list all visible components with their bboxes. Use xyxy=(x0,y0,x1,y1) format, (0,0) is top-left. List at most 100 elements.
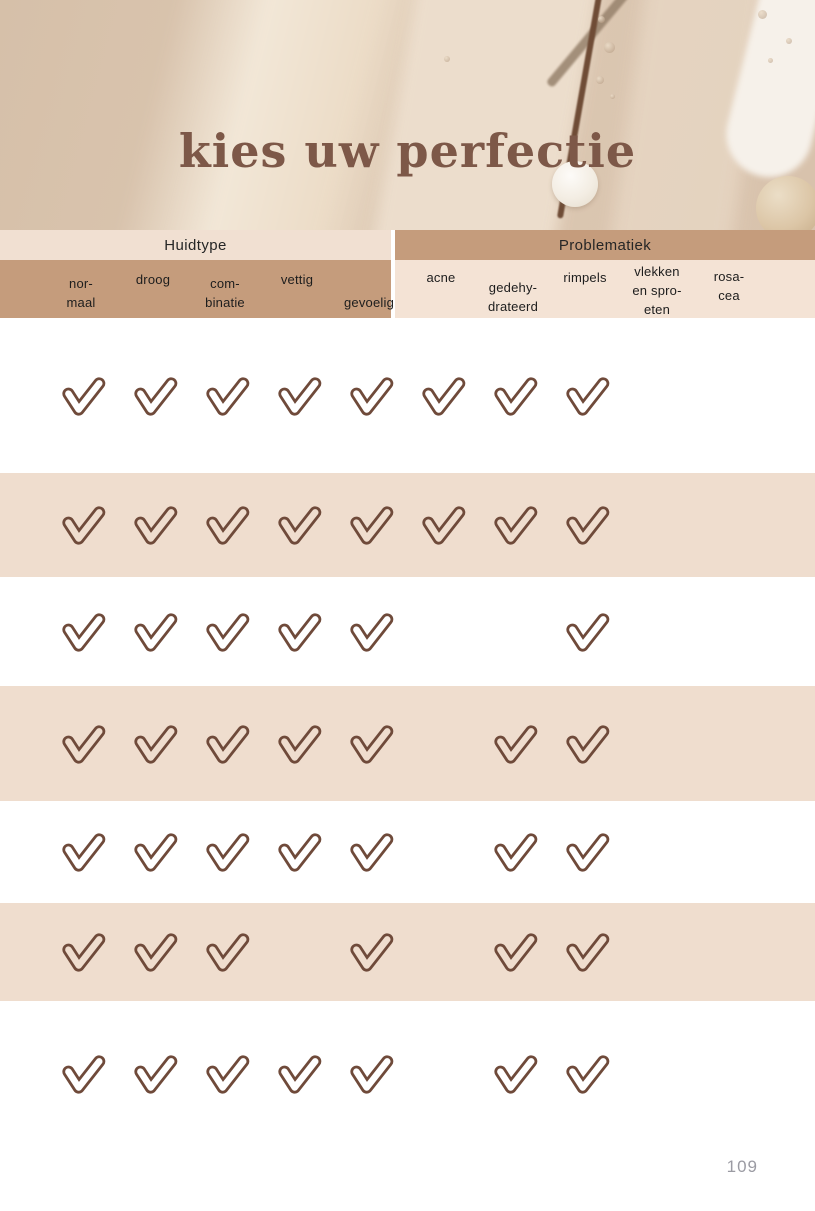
cell-row4-droog xyxy=(117,723,189,765)
cell-row3-gevoelig xyxy=(333,611,405,653)
cell-row7-vettig xyxy=(261,1053,333,1095)
bubble-icon xyxy=(768,58,773,63)
cell-row1-droog xyxy=(117,375,189,417)
cell-row7-droog xyxy=(117,1053,189,1095)
check-icon xyxy=(565,724,609,764)
cell-row1-rimpels xyxy=(549,375,621,417)
cell-row5-combinatie xyxy=(189,831,261,873)
cell-row2-vettig xyxy=(261,504,333,546)
check-icon xyxy=(205,506,249,545)
check-icon xyxy=(61,376,105,416)
cell-row1-gevoelig xyxy=(333,375,405,417)
cell-row6-rimpels xyxy=(549,931,621,973)
group-header-huidtype: Huidtype xyxy=(0,230,391,260)
check-icon xyxy=(493,1055,537,1094)
cell-row4-gedehydrateerd xyxy=(477,723,549,765)
check-icon xyxy=(349,506,393,545)
cell-row7-rimpels xyxy=(549,1053,621,1095)
cell-row5-droog xyxy=(117,831,189,873)
check-icon xyxy=(205,376,249,416)
cell-row1-acne xyxy=(405,375,477,417)
bubble-icon xyxy=(598,16,605,23)
cell-row7-gedehydrateerd xyxy=(477,1053,549,1095)
check-icon xyxy=(61,933,105,972)
bubble-icon xyxy=(786,38,792,44)
check-icon xyxy=(421,506,465,545)
cell-row5-vettig xyxy=(261,831,333,873)
check-icon xyxy=(205,724,249,764)
column-header-combinatie: com- binatie xyxy=(205,276,245,310)
cell-row6-normaal xyxy=(45,931,117,973)
column-header-droog: droog xyxy=(135,272,171,287)
product-row-3 xyxy=(0,577,815,686)
check-icon xyxy=(61,724,105,764)
product-row-5 xyxy=(0,801,815,903)
cell-row2-gevoelig xyxy=(333,504,405,546)
cell-row4-rimpels xyxy=(549,723,621,765)
cell-row1-gedehydrateerd xyxy=(477,375,549,417)
cell-row1-normaal xyxy=(45,375,117,417)
check-icon xyxy=(133,1055,177,1094)
column-headers: nor- maal droog com- binatie vettig gevoelig… xyxy=(45,260,765,318)
column-header-rosacea: rosa- cea xyxy=(713,269,745,303)
check-icon xyxy=(61,833,105,872)
cell-row6-combinatie xyxy=(189,931,261,973)
check-icon xyxy=(421,376,465,416)
cell-row2-rimpels xyxy=(549,504,621,546)
cell-row6-gevoelig xyxy=(333,931,405,973)
check-icon xyxy=(349,933,393,972)
check-icon xyxy=(565,376,609,416)
check-icon xyxy=(565,833,609,872)
cell-row7-normaal xyxy=(45,1053,117,1095)
product-row-2 xyxy=(0,473,815,577)
column-header-vettig: vettig xyxy=(280,272,314,287)
product-row-7 xyxy=(0,1001,815,1211)
check-icon xyxy=(349,833,393,872)
column-header-bg-left xyxy=(0,260,391,318)
cell-row3-vettig xyxy=(261,611,333,653)
bubble-icon xyxy=(604,42,615,53)
column-header-vlekken-en-sproeten: vlekken en spro- eten xyxy=(632,264,682,317)
column-header-acne: acne xyxy=(426,270,456,285)
column-header-normaal: nor- maal xyxy=(66,276,96,310)
bubble-icon xyxy=(596,76,604,84)
check-icon xyxy=(61,506,105,545)
bubble-icon xyxy=(758,10,767,19)
cell-row6-gedehydrateerd xyxy=(477,931,549,973)
check-icon xyxy=(205,933,249,972)
cell-row2-droog xyxy=(117,504,189,546)
column-header-rimpels: rimpels xyxy=(563,270,607,285)
check-icon xyxy=(133,724,177,764)
cell-row2-combinatie xyxy=(189,504,261,546)
check-icon xyxy=(493,376,537,416)
product-row-4 xyxy=(0,686,815,801)
check-icon xyxy=(277,612,321,652)
check-icon xyxy=(349,612,393,652)
cell-row3-droog xyxy=(117,611,189,653)
check-icon xyxy=(277,833,321,872)
check-icon xyxy=(493,933,537,972)
group-header-problematiek: Problematiek xyxy=(395,230,815,260)
cell-row6-droog xyxy=(117,931,189,973)
column-header-bg-right xyxy=(395,260,815,318)
check-icon xyxy=(349,1055,393,1094)
cell-row3-combinatie xyxy=(189,611,261,653)
cell-row7-combinatie xyxy=(189,1053,261,1095)
check-icon xyxy=(565,1055,609,1094)
cell-row5-rimpels xyxy=(549,831,621,873)
check-icon xyxy=(133,833,177,872)
product-row-1 xyxy=(0,318,815,473)
check-icon xyxy=(565,933,609,972)
check-icon xyxy=(205,612,249,652)
check-icon xyxy=(61,1055,105,1094)
cell-row5-gevoelig xyxy=(333,831,405,873)
cell-row4-normaal xyxy=(45,723,117,765)
matrix-rows xyxy=(0,318,815,1211)
check-icon xyxy=(493,833,537,872)
cell-row1-vettig xyxy=(261,375,333,417)
check-icon xyxy=(349,376,393,416)
cell-row1-combinatie xyxy=(189,375,261,417)
check-icon xyxy=(277,724,321,764)
check-icon xyxy=(205,1055,249,1094)
cell-row4-combinatie xyxy=(189,723,261,765)
